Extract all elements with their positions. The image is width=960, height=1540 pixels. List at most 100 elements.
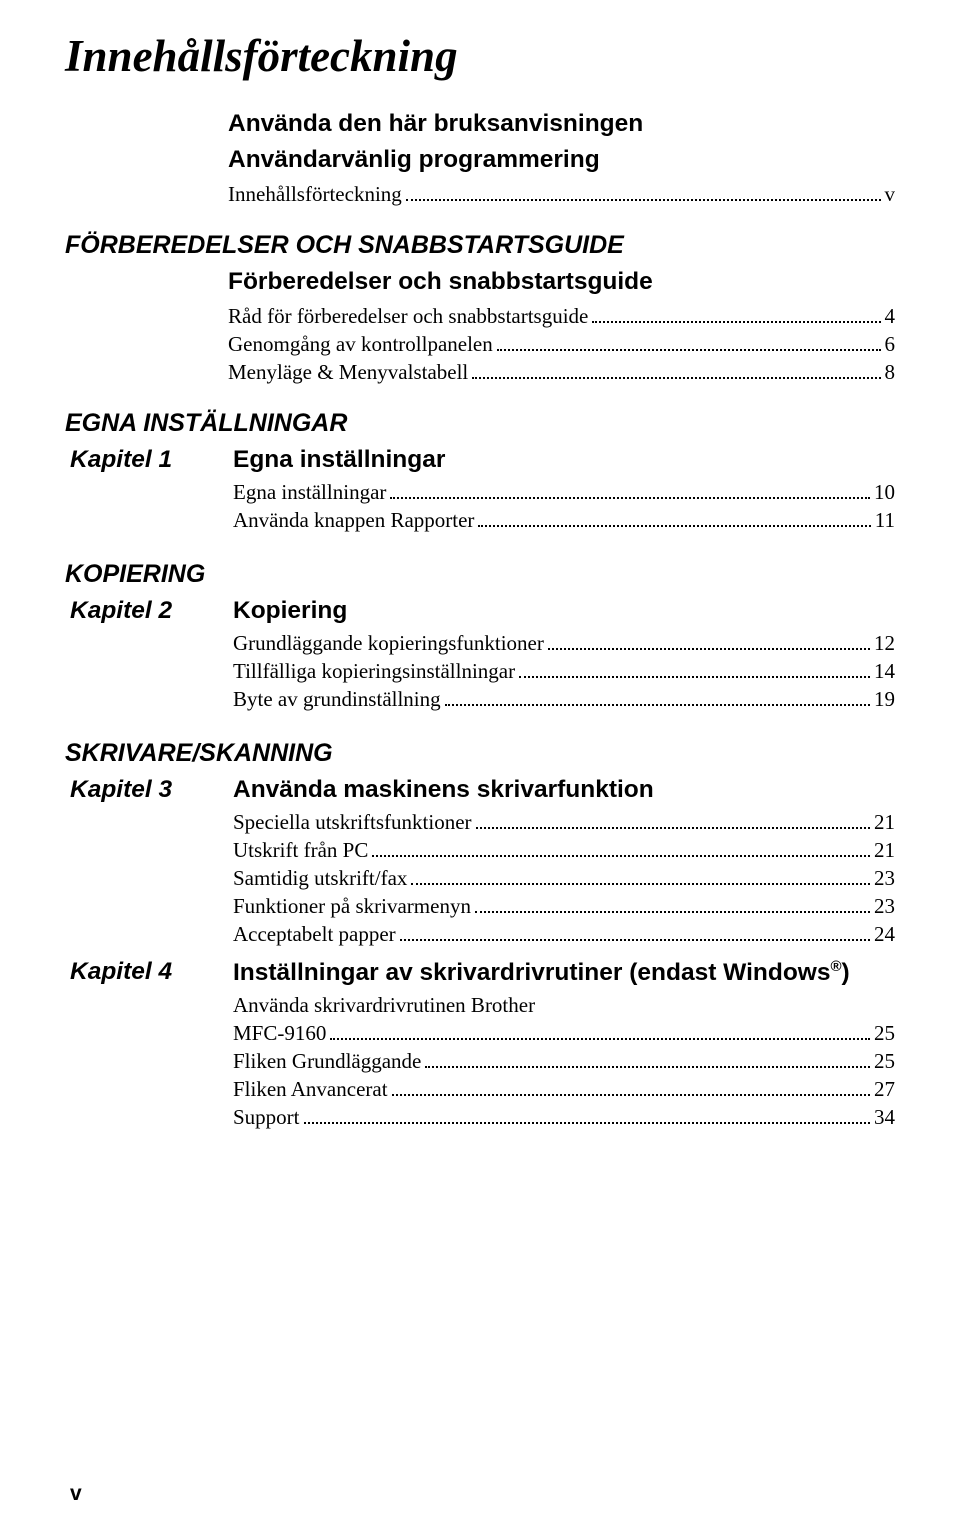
- toc-page: 27: [874, 1077, 895, 1102]
- chapter-row: Kapitel 2Kopiering Grundläggande kopierin…: [70, 597, 895, 715]
- toc-line[interactable]: Innehållsförteckning v: [228, 182, 895, 207]
- chapter-label: Kapitel 2: [70, 597, 233, 625]
- toc-line[interactable]: Support 34: [233, 1105, 895, 1130]
- toc-leader-dots: [425, 1066, 870, 1068]
- toc-label: Speciella utskriftsfunktioner: [233, 810, 472, 835]
- page-title: Innehållsförteckning: [65, 30, 895, 82]
- toc-page: 10: [874, 480, 895, 505]
- toc-line[interactable]: Grundläggande kopieringsfunktioner 12: [233, 631, 895, 656]
- section-heading: EGNA INSTÄLLNINGAR: [65, 409, 895, 438]
- toc-label: Funktioner på skrivarmenyn: [233, 894, 471, 919]
- toc-line[interactable]: Acceptabelt papper 24: [233, 922, 895, 947]
- toc-leader-dots: [330, 1038, 870, 1040]
- toc-leader-dots: [478, 525, 870, 527]
- chapter-body: Förberedelser och snabbstartsguide Råd fö…: [228, 268, 895, 385]
- toc-line[interactable]: Samtidig utskrift/fax 23: [233, 866, 895, 891]
- chapter-body: Egna inställningar Egna inställningar 10 An…: [233, 446, 895, 536]
- chapter-row: Kapitel 4Inställningar av skrivardrivrut…: [70, 958, 895, 1133]
- chapter-label: Kapitel 4: [70, 958, 233, 986]
- toc-line[interactable]: Använda skrivardrivrutinen Brother: [233, 993, 895, 1018]
- chapter-title: Inställningar av skrivardrivrutiner (end…: [233, 958, 895, 987]
- toc-leader-dots: [592, 321, 880, 323]
- toc-leader-dots: [390, 497, 870, 499]
- toc-label: Fliken Anvancerat: [233, 1077, 388, 1102]
- toc-line[interactable]: Menyläge & Menyvalstabell 8: [228, 360, 895, 385]
- toc-label: Samtidig utskrift/fax: [233, 866, 407, 891]
- toc-label: Support: [233, 1105, 300, 1130]
- toc-page: 19: [874, 687, 895, 712]
- toc-page: 24: [874, 922, 895, 947]
- toc-page: 8: [885, 360, 896, 385]
- toc-line[interactable]: Råd för förberedelser och snabbstartsgui…: [228, 304, 895, 329]
- toc-label: Egna inställningar: [233, 480, 386, 505]
- toc-label: Grundläggande kopieringsfunktioner: [233, 631, 544, 656]
- toc-page: 4: [885, 304, 896, 329]
- toc-leader-dots: [519, 676, 870, 678]
- toc-page: 11: [875, 508, 895, 533]
- toc-label: Genomgång av kontrollpanelen: [228, 332, 493, 357]
- toc-page: 14: [874, 659, 895, 684]
- chapter-body: Kopiering Grundläggande kopieringsfunktio…: [233, 597, 895, 715]
- toc-line[interactable]: Tillfälliga kopieringsinställningar 14: [233, 659, 895, 684]
- toc-page: 25: [874, 1049, 895, 1074]
- toc-leader-dots: [445, 704, 870, 706]
- toc-line[interactable]: MFC-9160 25: [233, 1021, 895, 1046]
- toc-leader-dots: [411, 883, 870, 885]
- chapter-title: Egna inställningar: [233, 446, 895, 474]
- chapter-label: Kapitel 1: [70, 446, 233, 474]
- toc-line[interactable]: Byte av grundinställning 19: [233, 687, 895, 712]
- toc-leader-dots: [392, 1094, 870, 1096]
- toc-line[interactable]: Speciella utskriftsfunktioner 21: [233, 810, 895, 835]
- toc-label: Menyläge & Menyvalstabell: [228, 360, 468, 385]
- toc-leader-dots: [548, 648, 870, 650]
- chapter-title: Förberedelser och snabbstartsguide: [228, 268, 895, 296]
- toc-page: 6: [885, 332, 896, 357]
- toc-line[interactable]: Egna inställningar 10: [233, 480, 895, 505]
- intro-block: Använda den här bruksanvisningen Använda…: [228, 110, 895, 207]
- page-number: v: [70, 1482, 82, 1506]
- toc-leader-dots: [497, 349, 881, 351]
- toc-label: Råd för förberedelser och snabbstartsgui…: [228, 304, 588, 329]
- toc-leader-dots: [372, 855, 870, 857]
- intro-heading-1: Använda den här bruksanvisningen: [228, 110, 895, 138]
- toc-label: Innehållsförteckning: [228, 182, 402, 207]
- toc-label: Byte av grundinställning: [233, 687, 441, 712]
- toc-leader-dots: [304, 1122, 870, 1124]
- toc-line[interactable]: Funktioner på skrivarmenyn 23: [233, 894, 895, 919]
- section-heading: FÖRBEREDELSER OCH SNABBSTARTSGUIDE: [65, 231, 895, 260]
- chapter-body: Använda maskinens skrivarfunktion Speciel…: [233, 776, 895, 950]
- toc-label: Använda knappen Rapporter: [233, 508, 474, 533]
- toc-page: 23: [874, 894, 895, 919]
- toc-page: 23: [874, 866, 895, 891]
- chapter-body: Inställningar av skrivardrivrutiner (end…: [233, 958, 895, 1133]
- toc-line[interactable]: Genomgång av kontrollpanelen 6: [228, 332, 895, 357]
- chapter-title: Kopiering: [233, 597, 895, 625]
- intro-heading-2: Användarvänlig programmering: [228, 146, 895, 174]
- toc-line[interactable]: Fliken Grundläggande 25: [233, 1049, 895, 1074]
- toc-label: Använda skrivardrivrutinen Brother: [233, 993, 535, 1018]
- toc-leader-dots: [475, 911, 870, 913]
- toc-label: Tillfälliga kopieringsinställningar: [233, 659, 515, 684]
- section-heading: KOPIERING: [65, 560, 895, 589]
- toc-line[interactable]: Använda knappen Rapporter 11: [233, 508, 895, 533]
- toc-label: Fliken Grundläggande: [233, 1049, 421, 1074]
- toc-page: 34: [874, 1105, 895, 1130]
- toc-leader-dots: [406, 199, 881, 201]
- toc-label: MFC-9160: [233, 1021, 326, 1046]
- toc-page: v: [885, 182, 896, 207]
- toc-leader-dots: [476, 827, 870, 829]
- toc-page: 21: [874, 838, 895, 863]
- section-heading: SKRIVARE/SKANNING: [65, 739, 895, 768]
- toc-page: 12: [874, 631, 895, 656]
- chapter-label: Kapitel 3: [70, 776, 233, 804]
- toc-page: 21: [874, 810, 895, 835]
- toc-label: Acceptabelt papper: [233, 922, 396, 947]
- chapter-row: Kapitel 3Använda maskinens skrivarfunkti…: [70, 776, 895, 950]
- toc-line[interactable]: Utskrift från PC 21: [233, 838, 895, 863]
- toc-label: Utskrift från PC: [233, 838, 368, 863]
- toc-leader-dots: [400, 939, 870, 941]
- chapter-row: Kapitel 1Egna inställningarEgna inställn…: [70, 446, 895, 536]
- toc-page: 25: [874, 1021, 895, 1046]
- toc-line[interactable]: Fliken Anvancerat 27: [233, 1077, 895, 1102]
- chapter-title: Använda maskinens skrivarfunktion: [233, 776, 895, 804]
